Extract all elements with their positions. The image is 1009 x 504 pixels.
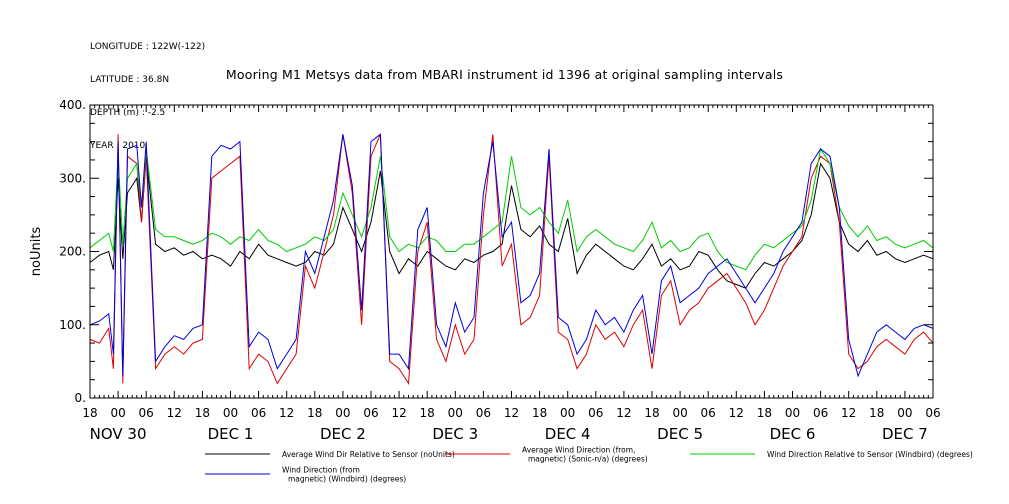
y-tick-label: 200. xyxy=(59,245,86,259)
axes-layer: 0. 100. 200. 300. 400. 18 00 06 12 18 00 06 12 18 00 06… xyxy=(59,98,940,443)
x-day-label: DEC 7 xyxy=(882,425,928,443)
x-tick-label: 00 xyxy=(560,406,575,420)
legend-label-3: magnetic) (Windbird) (degrees) xyxy=(288,475,406,484)
x-day-label: DEC 2 xyxy=(320,425,366,443)
legend-label-1: magnetic) (Sonic-n/a) (degrees) xyxy=(528,455,648,464)
y-axis-label: noUnits xyxy=(29,227,44,277)
x-tick-label: 18 xyxy=(644,406,659,420)
x-tick-label: 12 xyxy=(391,406,406,420)
x-day-label: NOV 30 xyxy=(90,425,147,443)
y-tick-label: 300. xyxy=(59,171,86,185)
x-tick-label: 18 xyxy=(757,406,772,420)
x-tick-label: 06 xyxy=(139,406,154,420)
legend-label-0: Average Wind Dir Relative to Sensor (noU… xyxy=(282,450,455,459)
x-tick-label: 18 xyxy=(307,406,322,420)
x-tick-label: 06 xyxy=(813,406,828,420)
x-day-label: DEC 3 xyxy=(432,425,478,443)
x-tick-label: 00 xyxy=(672,406,687,420)
series-line-3 xyxy=(89,133,934,378)
x-tick-label: 00 xyxy=(110,406,125,420)
y-tick-label: 100. xyxy=(59,318,86,332)
x-day-label: DEC 5 xyxy=(657,425,703,443)
x-day-label: DEC 4 xyxy=(545,425,591,443)
y-tick-label: 0. xyxy=(75,391,86,405)
legend-label-3: Wind Direction (from xyxy=(282,466,360,475)
legend-label-1: Average Wind Direction (from, xyxy=(522,446,635,455)
chart-title: Mooring M1 Metsys data from MBARI instru… xyxy=(225,67,784,82)
x-tick-label: 06 xyxy=(701,406,716,420)
x-tick-label: 12 xyxy=(841,406,856,420)
legend: Average Wind Dir Relative to Sensor (noU… xyxy=(205,446,973,484)
y-tick-label: 400. xyxy=(59,98,86,112)
x-tick-label: 00 xyxy=(448,406,463,420)
x-tick-label: 00 xyxy=(897,406,912,420)
x-tick-label: 12 xyxy=(616,406,631,420)
x-day-label: DEC 6 xyxy=(770,425,816,443)
x-tick-label: 18 xyxy=(195,406,210,420)
series-line-1 xyxy=(89,134,934,385)
x-tick-label: 06 xyxy=(588,406,603,420)
x-tick-label: 06 xyxy=(925,406,940,420)
x-tick-label: 18 xyxy=(869,406,884,420)
x-tick-label: 12 xyxy=(729,406,744,420)
x-tick-label: 06 xyxy=(363,406,378,420)
x-tick-label: 00 xyxy=(785,406,800,420)
x-tick-label: 18 xyxy=(532,406,547,420)
x-tick-label: 06 xyxy=(251,406,266,420)
x-tick-label: 12 xyxy=(167,406,182,420)
x-tick-label: 12 xyxy=(504,406,519,420)
plot-frame xyxy=(89,104,934,399)
x-day-label: DEC 1 xyxy=(208,425,254,443)
x-tick-label: 18 xyxy=(82,406,97,420)
meta-latitude: LATITUDE : 36.8N xyxy=(90,75,170,85)
series-layer xyxy=(89,133,934,385)
meta-longitude: LONGITUDE : 122W(-122) xyxy=(90,42,206,52)
x-tick-label: 00 xyxy=(223,406,238,420)
meta-depth: DEPTH (m) : -2.5 xyxy=(90,108,166,118)
x-tick-label: 00 xyxy=(335,406,350,420)
x-tick-label: 18 xyxy=(420,406,435,420)
x-tick-label: 12 xyxy=(279,406,294,420)
x-tick-label: 06 xyxy=(476,406,491,420)
legend-label-2: Wind Direction Relative to Sensor (Windb… xyxy=(767,450,973,459)
